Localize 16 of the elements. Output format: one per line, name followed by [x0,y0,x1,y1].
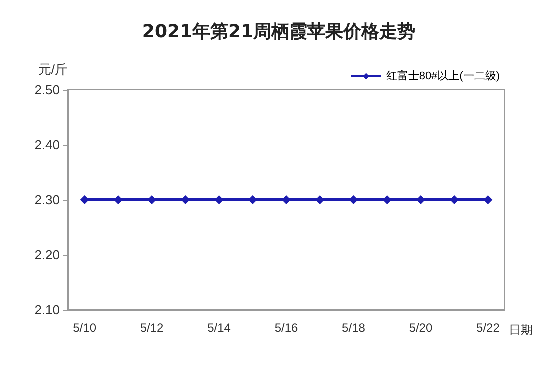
chart-title: 2021年第21周栖霞苹果价格走势 [142,22,416,42]
legend-label: 红富士80#以上(一二级) [386,70,500,82]
x-tick-label: 5/10 [73,321,97,335]
x-tick-label: 5/12 [140,321,164,335]
x-tick-label: 5/16 [274,321,298,335]
x-tick-label: 5/14 [208,321,232,335]
y-tick-label: 2.40 [34,138,60,152]
y-tick-label: 2.20 [34,248,60,262]
y-tick-label: 2.10 [34,302,60,318]
x-axis-title: 日期 [509,323,533,337]
y-tick-label: 2.30 [34,192,60,208]
x-tick-label: 5/18 [342,321,366,335]
x-tick-label: 5/20 [409,321,433,335]
x-tick-label: 5/22 [476,321,500,335]
y-axis-title: 元/斤 [38,62,68,77]
y-tick-label: 2.50 [34,82,60,98]
